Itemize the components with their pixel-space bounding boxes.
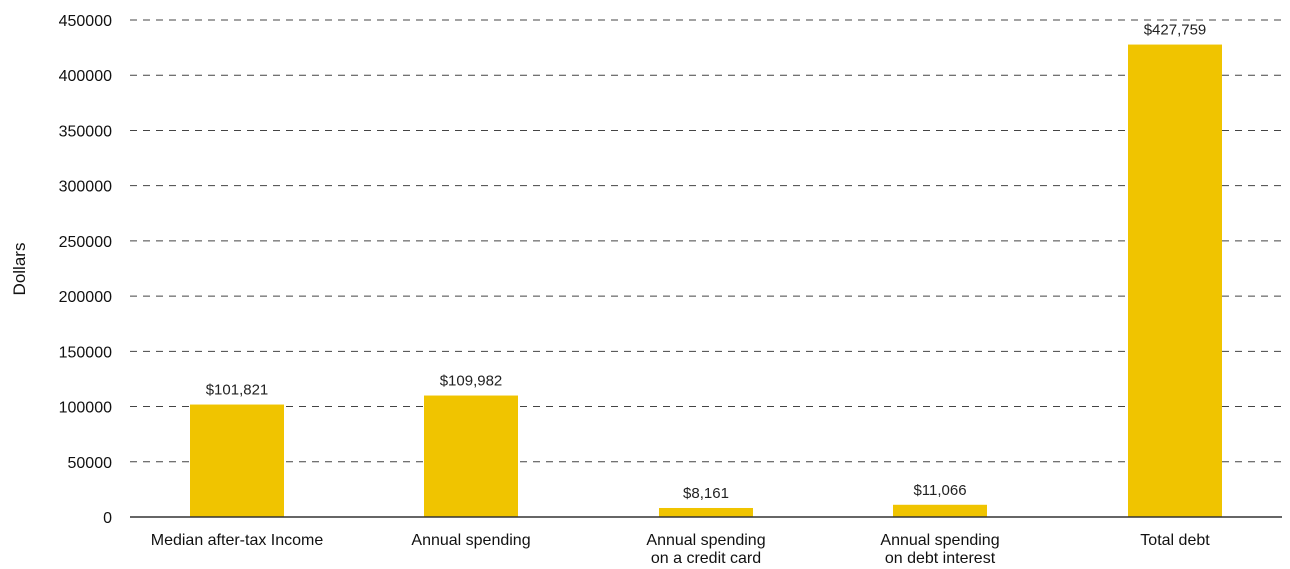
x-category-label: Annual spending	[646, 532, 765, 549]
bar	[893, 504, 987, 517]
y-tick-label: 0	[103, 510, 112, 527]
bar-data-label: $8,161	[683, 485, 729, 502]
y-tick-label: 450000	[59, 13, 112, 30]
y-tick-label: 300000	[59, 179, 112, 196]
bar	[190, 404, 284, 517]
category-labels: Median after-tax Income Annual spending An…	[151, 532, 1211, 567]
y-axis-ticks: 0 50000 100000 150000 200000 250000 300000 3500…	[59, 13, 112, 527]
x-category-label: Total debt	[1140, 532, 1210, 549]
bar	[424, 395, 518, 517]
y-tick-label: 400000	[59, 68, 112, 85]
y-tick-label: 100000	[59, 400, 112, 417]
bars	[190, 44, 1222, 517]
bar	[1128, 44, 1222, 517]
gridlines	[130, 19, 1282, 463]
y-axis-title: Dollars	[10, 243, 29, 296]
x-category-label: on a credit card	[651, 550, 761, 567]
data-labels: $101,821 $109,982 $8,161 $11,066 $427,759	[206, 22, 1207, 502]
x-category-label: Annual spending	[411, 532, 530, 549]
y-tick-label: 150000	[59, 344, 112, 361]
bar-data-label: $427,759	[1144, 22, 1207, 39]
y-tick-label: 50000	[68, 455, 113, 472]
y-tick-label: 200000	[59, 289, 112, 306]
bar-data-label: $101,821	[206, 382, 269, 399]
y-tick-label: 250000	[59, 234, 112, 251]
x-category-label: Annual spending	[880, 532, 999, 549]
bar	[659, 507, 753, 517]
bar-data-label: $109,982	[440, 373, 503, 390]
bar-data-label: $11,066	[913, 482, 966, 499]
x-category-label: Median after-tax Income	[151, 532, 324, 549]
y-tick-label: 350000	[59, 123, 112, 140]
x-category-label: on debt interest	[885, 550, 996, 567]
